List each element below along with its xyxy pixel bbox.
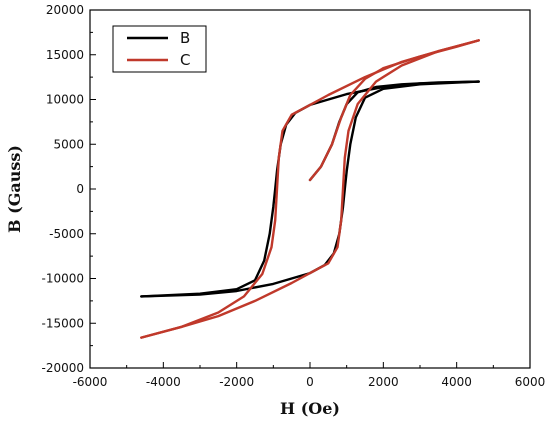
y-tick-label: 10000 — [46, 93, 84, 107]
series-b-ascending-curve — [140, 80, 480, 298]
y-tick-label: -20000 — [41, 361, 84, 375]
series-c-ascending-curve — [140, 39, 480, 339]
y-axis-ticks: -20000 -15000 -10000 -5000 0 5000 10000 15000 20… — [41, 3, 96, 375]
series-c-initial-curve — [308, 39, 480, 182]
x-tick-label: 4000 — [441, 375, 472, 389]
x-tick-label: 0 — [306, 375, 314, 389]
y-tick-label: -15000 — [41, 316, 84, 330]
y-tick-label: 0 — [76, 182, 84, 196]
legend-box — [112, 25, 207, 73]
curves-layer — [140, 39, 480, 339]
series-c-descending-curve — [140, 39, 480, 339]
legend-label-b: B — [180, 29, 190, 47]
series-b-descending-curve — [140, 80, 480, 298]
y-tick-label: -10000 — [41, 272, 84, 286]
y-axis-title: B (Gauss) — [5, 145, 24, 233]
x-tick-label: -4000 — [146, 375, 181, 389]
x-tick-label: -2000 — [219, 375, 254, 389]
y-tick-label: 5000 — [53, 137, 84, 151]
y-tick-label: 15000 — [46, 48, 84, 62]
x-tick-label: 2000 — [368, 375, 399, 389]
x-axis-title: H (Oe) — [280, 399, 340, 418]
x-tick-label: -6000 — [73, 375, 108, 389]
x-axis-ticks: -6000 -4000 -2000 0 2000 4000 6000 — [73, 362, 546, 389]
y-tick-label: -5000 — [49, 227, 84, 241]
x-tick-label: 6000 — [515, 375, 546, 389]
legend-label-c: C — [180, 51, 190, 69]
y-tick-label: 20000 — [46, 3, 84, 17]
legend: B C — [112, 25, 207, 73]
